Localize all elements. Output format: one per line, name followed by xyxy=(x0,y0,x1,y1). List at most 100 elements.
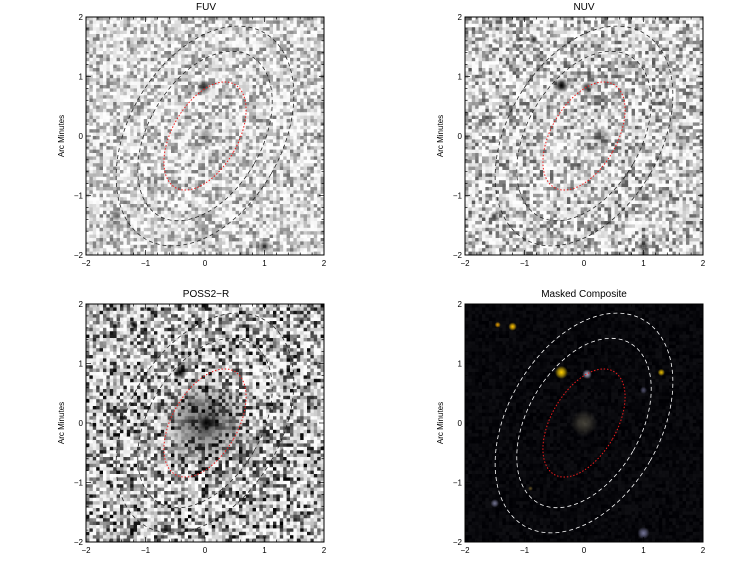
x-tick-label-poss-2: 0 xyxy=(203,546,208,555)
y-tick-label-fuv-0: −2 xyxy=(74,251,84,260)
outer-ellipse xyxy=(494,312,674,534)
source-4 xyxy=(491,37,498,44)
source-3 xyxy=(257,239,272,254)
source-1 xyxy=(197,414,215,432)
image-content-nuv xyxy=(465,17,703,255)
source-1 xyxy=(582,369,592,379)
source-9 xyxy=(637,240,650,253)
source-2 xyxy=(528,34,539,45)
source-2 xyxy=(508,322,517,331)
y-tick-label-composite-3: 1 xyxy=(458,360,463,369)
y-tick-label-composite-0: −2 xyxy=(453,538,463,547)
panel-title-fuv: FUV xyxy=(196,2,216,13)
middle-ellipse xyxy=(137,50,273,222)
x-tick-label-nuv-1: −1 xyxy=(520,259,530,268)
x-tick-label-nuv-2: 0 xyxy=(582,259,587,268)
source-0 xyxy=(553,77,570,94)
x-tick-label-nuv-0: −2 xyxy=(460,259,470,268)
x-tick-label-poss-0: −2 xyxy=(81,546,91,555)
ticks-nuv xyxy=(464,16,704,256)
x-tick-label-composite-2: 0 xyxy=(582,546,587,555)
source-5 xyxy=(298,318,305,325)
x-tick-label-fuv-0: −2 xyxy=(81,259,91,268)
source-10 xyxy=(277,394,282,398)
y-tick-label-fuv-3: 1 xyxy=(79,73,84,82)
image-poss xyxy=(86,304,324,542)
source-9 xyxy=(528,486,533,491)
panel-nuv: NUV −2 −1 0 1 2 −2 −1 0 1 2 Arc Minutes xyxy=(436,2,706,268)
source-2 xyxy=(109,210,122,223)
y-tick-label-nuv-4: 2 xyxy=(458,13,463,22)
image-fuv xyxy=(86,17,324,255)
source-3 xyxy=(514,36,523,44)
noise-texture xyxy=(465,304,703,542)
x-tick-label-composite-4: 2 xyxy=(701,546,706,555)
y-tick-label-nuv-3: 1 xyxy=(458,73,463,82)
y-tick-label-poss-2: 0 xyxy=(79,419,84,428)
y-tick-label-fuv-1: −1 xyxy=(74,192,84,201)
outer-ellipse xyxy=(115,25,295,247)
source-8 xyxy=(676,124,683,131)
y-tick-label-nuv-2: 0 xyxy=(458,132,463,141)
source-8 xyxy=(106,479,113,486)
x-tick-label-fuv-4: 2 xyxy=(322,259,327,268)
noise-texture xyxy=(465,17,703,255)
ticks-composite xyxy=(464,303,704,543)
y-tick-label-nuv-0: −2 xyxy=(453,251,463,260)
inner-ellipse xyxy=(542,81,626,191)
source-7 xyxy=(291,381,298,388)
x-tick-label-poss-1: −1 xyxy=(141,546,151,555)
noise-texture xyxy=(86,304,324,542)
y-tick-label-composite-1: −1 xyxy=(453,479,463,488)
y-tick-label-composite-4: 2 xyxy=(458,300,463,309)
middle-ellipse xyxy=(516,50,652,222)
panel-title-composite: Masked Composite xyxy=(541,289,627,300)
y-tick-label-poss-1: −1 xyxy=(74,479,84,488)
y-tick-label-fuv-4: 2 xyxy=(79,13,84,22)
panel-title-poss: POSS2−R xyxy=(183,289,229,300)
source-6 xyxy=(489,210,501,222)
outer-ellipse xyxy=(115,312,295,534)
middle-ellipse xyxy=(516,337,652,509)
y-tick-label-poss-4: 2 xyxy=(79,300,84,309)
source-5 xyxy=(591,125,612,147)
source-3 xyxy=(129,320,138,329)
source-4 xyxy=(116,320,122,326)
middle-ellipse xyxy=(137,337,273,509)
y-axis-label-nuv: Arc Minutes xyxy=(436,115,445,157)
image-content-poss xyxy=(86,304,324,542)
noise-texture xyxy=(86,17,324,255)
panel-poss: POSS2−R −2 −1 0 1 2 −2 −1 0 1 2 Arc Minu… xyxy=(57,289,327,555)
y-tick-label-nuv-1: −1 xyxy=(453,192,463,201)
source-5 xyxy=(570,409,598,437)
y-tick-label-composite-2: 0 xyxy=(458,419,463,428)
source-2 xyxy=(172,365,188,380)
x-tick-label-composite-3: 1 xyxy=(641,546,646,555)
y-tick-label-poss-0: −2 xyxy=(74,538,84,547)
source-6 xyxy=(639,386,648,394)
source-9 xyxy=(153,371,159,377)
image-nuv xyxy=(465,17,703,255)
x-tick-label-nuv-3: 1 xyxy=(641,259,646,268)
x-tick-label-fuv-1: −1 xyxy=(141,259,151,268)
source-3 xyxy=(494,321,501,328)
image-content-fuv xyxy=(86,17,324,255)
x-tick-label-poss-3: 1 xyxy=(262,546,267,555)
source-1 xyxy=(581,81,593,94)
x-tick-label-fuv-3: 1 xyxy=(262,259,267,268)
source-0 xyxy=(196,79,212,95)
inner-ellipse xyxy=(163,368,247,478)
source-6 xyxy=(277,368,285,376)
outer-ellipse xyxy=(494,25,674,247)
panel-composite: Masked Composite −2 −1 0 1 2 −2 −1 0 1 2… xyxy=(436,289,706,555)
source-8 xyxy=(637,527,650,540)
x-tick-label-poss-4: 2 xyxy=(322,546,327,555)
ticks-poss xyxy=(85,303,325,543)
image-content-composite xyxy=(465,304,703,542)
source-4 xyxy=(657,368,665,376)
y-tick-label-poss-3: 1 xyxy=(79,360,84,369)
y-tick-label-fuv-2: 0 xyxy=(79,132,84,141)
source-0 xyxy=(554,365,568,379)
y-axis-label-fuv: Arc Minutes xyxy=(57,115,66,157)
source-11 xyxy=(280,448,285,452)
